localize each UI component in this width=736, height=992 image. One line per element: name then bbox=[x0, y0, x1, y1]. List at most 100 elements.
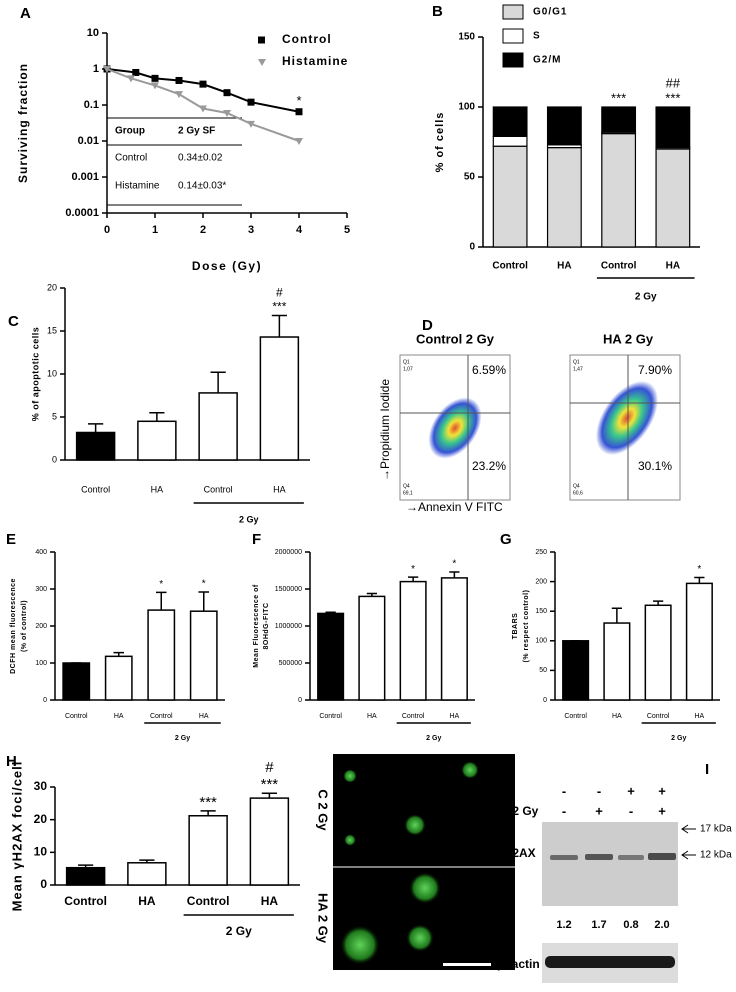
bar bbox=[198, 392, 238, 461]
y-tick-label: 0.1 bbox=[84, 99, 99, 111]
y-axis-label: DCFH mean fluorescence bbox=[10, 578, 17, 674]
quadrant-name: Q4 bbox=[573, 483, 580, 489]
point bbox=[223, 89, 231, 97]
lane-row-label: HA bbox=[497, 784, 515, 798]
bar-segment bbox=[601, 106, 637, 133]
error-bar bbox=[366, 592, 377, 597]
x-tick-label: Control bbox=[402, 713, 425, 720]
legend-swatch bbox=[502, 52, 524, 68]
bar bbox=[147, 609, 176, 701]
panel-label: F bbox=[252, 531, 261, 548]
y-axis-label: % of apoptotic cells bbox=[30, 327, 40, 422]
y-tick-label: 5 bbox=[52, 411, 57, 421]
point bbox=[175, 91, 183, 99]
group-label: 2 Gy bbox=[226, 924, 252, 938]
quadrant-name: Q4 bbox=[403, 483, 410, 489]
y-axis-label: TBARS bbox=[512, 613, 519, 640]
bar-segment bbox=[655, 106, 691, 149]
point bbox=[295, 138, 303, 145]
bar bbox=[189, 610, 218, 701]
x-tick-label: HA bbox=[450, 713, 460, 720]
point bbox=[103, 66, 111, 73]
error-bar bbox=[694, 576, 705, 584]
group-label: 2 Gy bbox=[635, 292, 657, 303]
micrograph-label: HA 2 Gy bbox=[316, 893, 331, 944]
bar-segment bbox=[492, 145, 528, 248]
annotation: # bbox=[276, 286, 283, 300]
y-tick-label: 1500000 bbox=[275, 586, 302, 593]
panel-label: E bbox=[6, 531, 16, 548]
bar bbox=[127, 862, 167, 886]
x-tick-label: HA bbox=[199, 713, 209, 720]
y-tick-label: 100 bbox=[458, 102, 475, 113]
bar bbox=[685, 582, 713, 701]
lane-row-label: IR 2 Gy bbox=[497, 804, 539, 818]
bar bbox=[603, 622, 631, 701]
x-tick-label: Control bbox=[204, 484, 233, 494]
series-line bbox=[106, 68, 300, 142]
legend-label: S bbox=[533, 31, 541, 42]
x-tick-label: HA bbox=[666, 261, 680, 272]
x-tick-label: Control bbox=[601, 261, 637, 272]
lane-sign: + bbox=[627, 783, 635, 798]
y-tick-label: 0 bbox=[52, 454, 57, 464]
bar bbox=[440, 577, 468, 701]
x-tick-label: Control bbox=[81, 484, 110, 494]
flow-plot bbox=[399, 354, 511, 501]
point bbox=[247, 120, 255, 128]
x-tick-label: HA bbox=[367, 713, 377, 720]
error-bar bbox=[78, 864, 94, 868]
x-tick-label: HA bbox=[612, 713, 622, 720]
y-tick-label: 50 bbox=[464, 172, 476, 183]
x-tick-label: HA bbox=[138, 894, 156, 908]
annotation: *** bbox=[261, 776, 279, 793]
panel-label: G bbox=[500, 531, 512, 548]
panel-label: A bbox=[20, 5, 31, 22]
group-label: 2 Gy bbox=[239, 514, 259, 524]
legend-label: Control bbox=[282, 32, 332, 46]
point bbox=[199, 80, 207, 88]
y-tick-label: 30 bbox=[34, 779, 48, 793]
y-axis-label: % of cells bbox=[434, 112, 446, 173]
quadrant-value: 23.2% bbox=[472, 459, 506, 473]
bar bbox=[249, 797, 290, 886]
group-label: 2 Gy bbox=[426, 735, 441, 742]
panel-label: D bbox=[422, 317, 433, 334]
bar bbox=[399, 580, 427, 701]
annotation: * bbox=[296, 93, 301, 108]
error-bar bbox=[261, 792, 277, 799]
error-bar bbox=[149, 411, 165, 422]
point bbox=[295, 108, 303, 116]
bar bbox=[65, 866, 106, 886]
x-tick-label: 0 bbox=[104, 224, 110, 236]
plot-title: Control 2 Gy bbox=[416, 331, 495, 346]
bar bbox=[75, 431, 116, 461]
y-tick-label: 500000 bbox=[279, 660, 302, 667]
y-tick-label: 0 bbox=[469, 242, 475, 253]
panel-label: B bbox=[432, 3, 443, 20]
y-tick-label: 0 bbox=[43, 697, 47, 704]
y-tick-label: 300 bbox=[35, 586, 47, 593]
y-tick-label: 200 bbox=[35, 623, 47, 630]
error-bar bbox=[611, 607, 622, 624]
bar bbox=[104, 655, 133, 701]
point bbox=[127, 75, 135, 83]
error-bar bbox=[271, 314, 287, 338]
x-tick-label: Control bbox=[65, 713, 88, 720]
table-cell: Histamine bbox=[115, 181, 160, 192]
quadrant-name: 1,07 bbox=[403, 366, 413, 372]
group-label: 2 Gy bbox=[175, 735, 190, 742]
y-tick-label: 150 bbox=[458, 32, 475, 43]
quantification: 1.7 bbox=[591, 919, 606, 931]
bar-segment bbox=[492, 106, 528, 137]
y-tick-label: 0 bbox=[40, 877, 47, 891]
point bbox=[199, 105, 207, 113]
y-tick-label: 250 bbox=[535, 549, 547, 556]
point bbox=[175, 76, 183, 84]
annotation: ## bbox=[666, 75, 681, 90]
lane-sign: - bbox=[562, 783, 566, 798]
annotation: *** bbox=[199, 794, 217, 811]
x-tick-label: HA bbox=[151, 484, 164, 494]
table-header: 2 Gy SF bbox=[178, 126, 215, 137]
quantification: 0.8 bbox=[623, 919, 638, 931]
